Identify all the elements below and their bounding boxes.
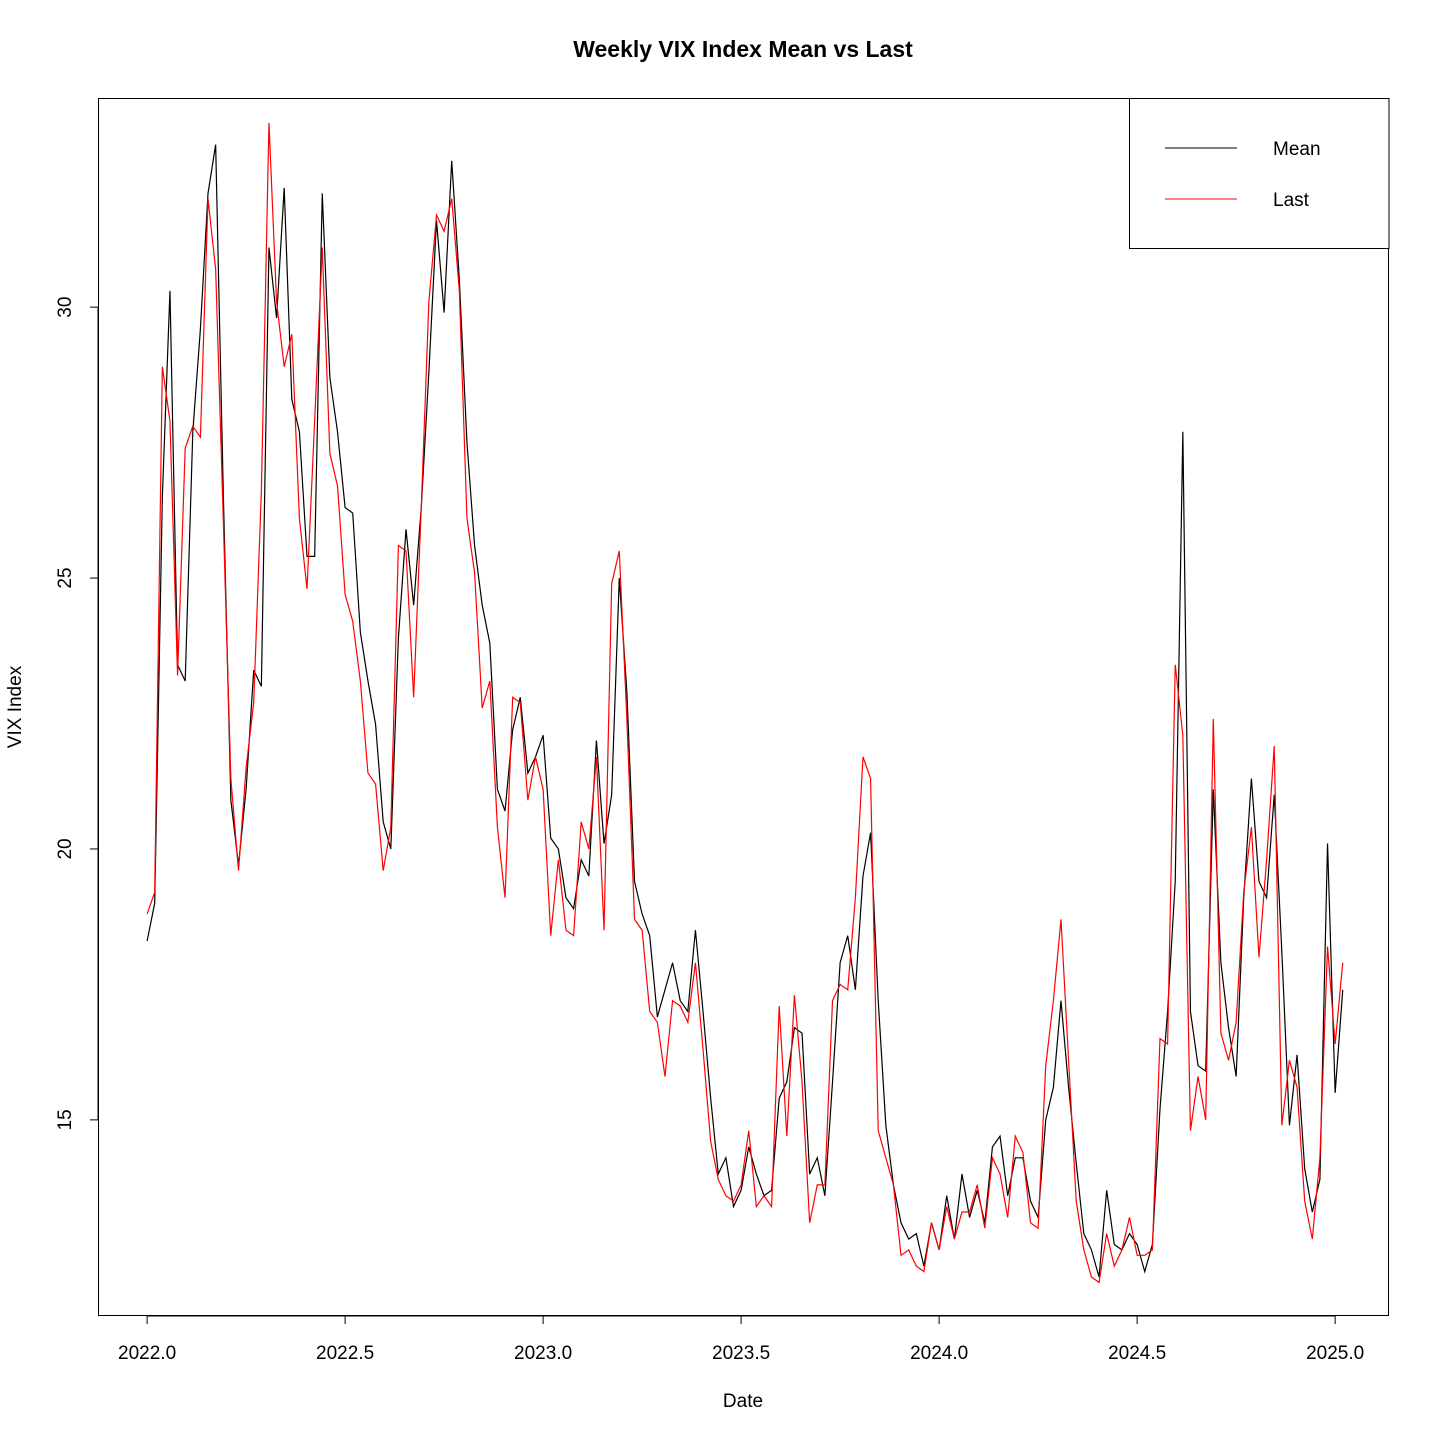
y-axis-label: VIX Index	[5, 665, 26, 748]
y-tick-label: 30	[55, 297, 76, 318]
x-axis-label: Date	[723, 1391, 763, 1412]
series-line	[146, 144, 1344, 1278]
x-tick-label: 2023.5	[712, 1343, 770, 1364]
legend-label: Last	[1273, 190, 1310, 211]
legend-box	[1129, 98, 1390, 249]
y-tick-label: 20	[55, 838, 76, 859]
x-tick-label: 2022.0	[118, 1343, 176, 1364]
x-tick-label: 2025.0	[1306, 1343, 1364, 1364]
x-tick-label: 2022.5	[316, 1343, 374, 1364]
x-tick-label: 2024.0	[910, 1343, 968, 1364]
x-tick-label: 2023.0	[514, 1343, 572, 1364]
x-tick-label: 2024.5	[1108, 1343, 1166, 1364]
y-tick-label: 25	[55, 567, 76, 588]
y-tick-label: 15	[55, 1109, 76, 1130]
chart-title: Weekly VIX Index Mean vs Last	[573, 36, 913, 62]
legend-label: Mean	[1273, 139, 1321, 160]
plot-frame	[98, 98, 1389, 1316]
series-line	[146, 122, 1344, 1284]
